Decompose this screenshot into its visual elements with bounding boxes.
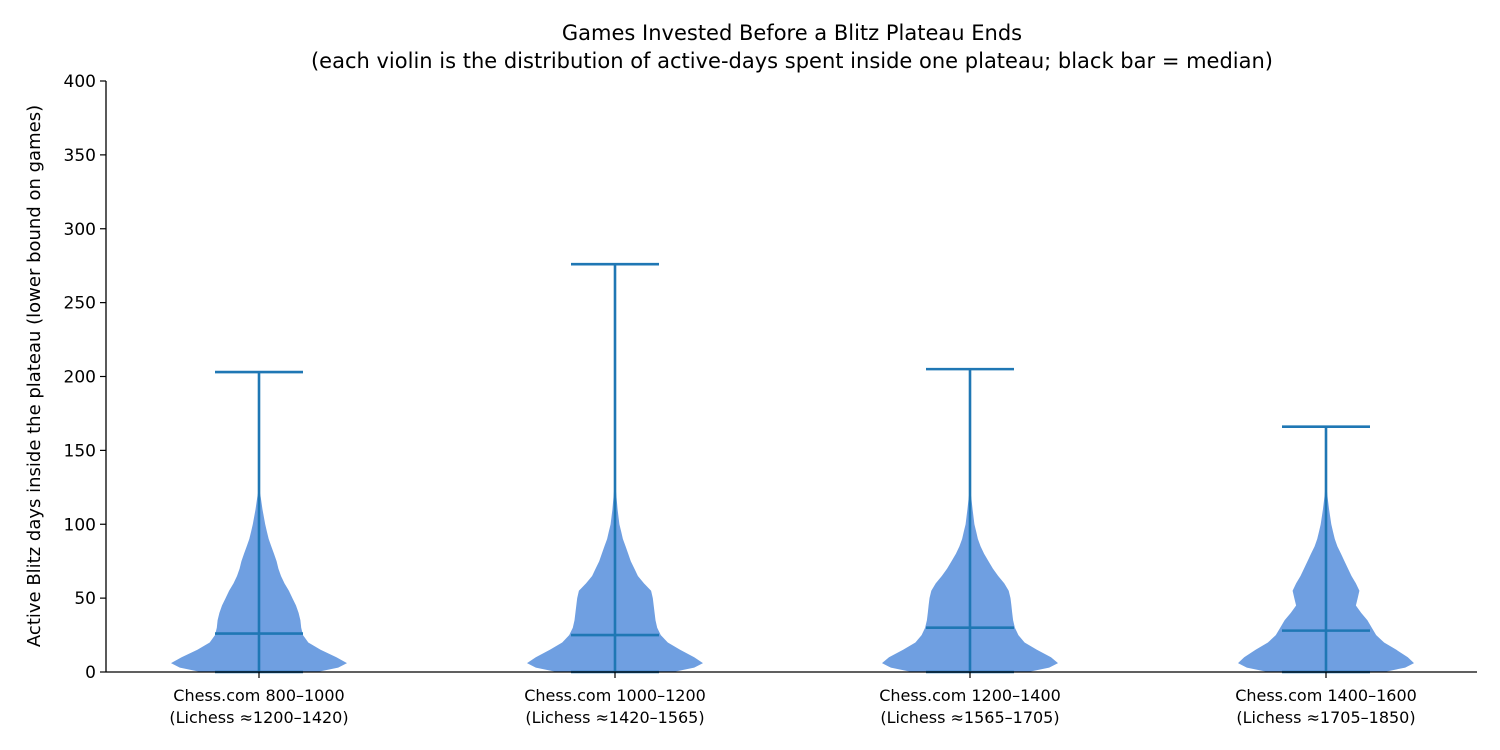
violins-group (171, 262, 1414, 674)
y-tick-label: 50 (74, 589, 96, 609)
x-tick-label: Chess.com 1000–1200 (524, 686, 706, 705)
y-tick-label: 0 (85, 663, 96, 683)
y-tick-label: 400 (64, 72, 96, 92)
x-tick-label-lichess: (Lichess ≈1565–1705) (880, 708, 1059, 727)
y-tick-label: 200 (64, 368, 96, 388)
x-tick-label-lichess: (Lichess ≈1200–1420) (169, 708, 348, 727)
y-tick-label: 300 (64, 220, 96, 240)
y-tick-label: 100 (64, 515, 96, 535)
y-tick-label: 350 (64, 146, 96, 166)
y-tick-label: 150 (64, 441, 96, 461)
x-tick-label: Chess.com 800–1000 (173, 686, 344, 705)
x-tick-label-lichess: (Lichess ≈1705–1850) (1236, 708, 1415, 727)
x-tick-label: Chess.com 1400–1600 (1235, 686, 1417, 705)
x-ticks-group: Chess.com 800–1000 (Lichess ≈1200–1420) Ch… (169, 672, 1417, 727)
chart-title: Games Invested Before a Blitz Plateau En… (562, 21, 1022, 45)
x-tick-label: Chess.com 1200–1400 (879, 686, 1061, 705)
y-axis-label: Active Blitz days inside the plateau (lo… (24, 105, 45, 647)
axes-group (105, 81, 1477, 673)
y-tick-label: 250 (64, 294, 96, 314)
chart-subtitle: (each violin is the distribution of acti… (311, 49, 1273, 73)
y-ticks-group: 0 50 100 150 200 250 300 350 400 (64, 72, 106, 683)
x-tick-label-lichess: (Lichess ≈1420–1565) (525, 708, 704, 727)
